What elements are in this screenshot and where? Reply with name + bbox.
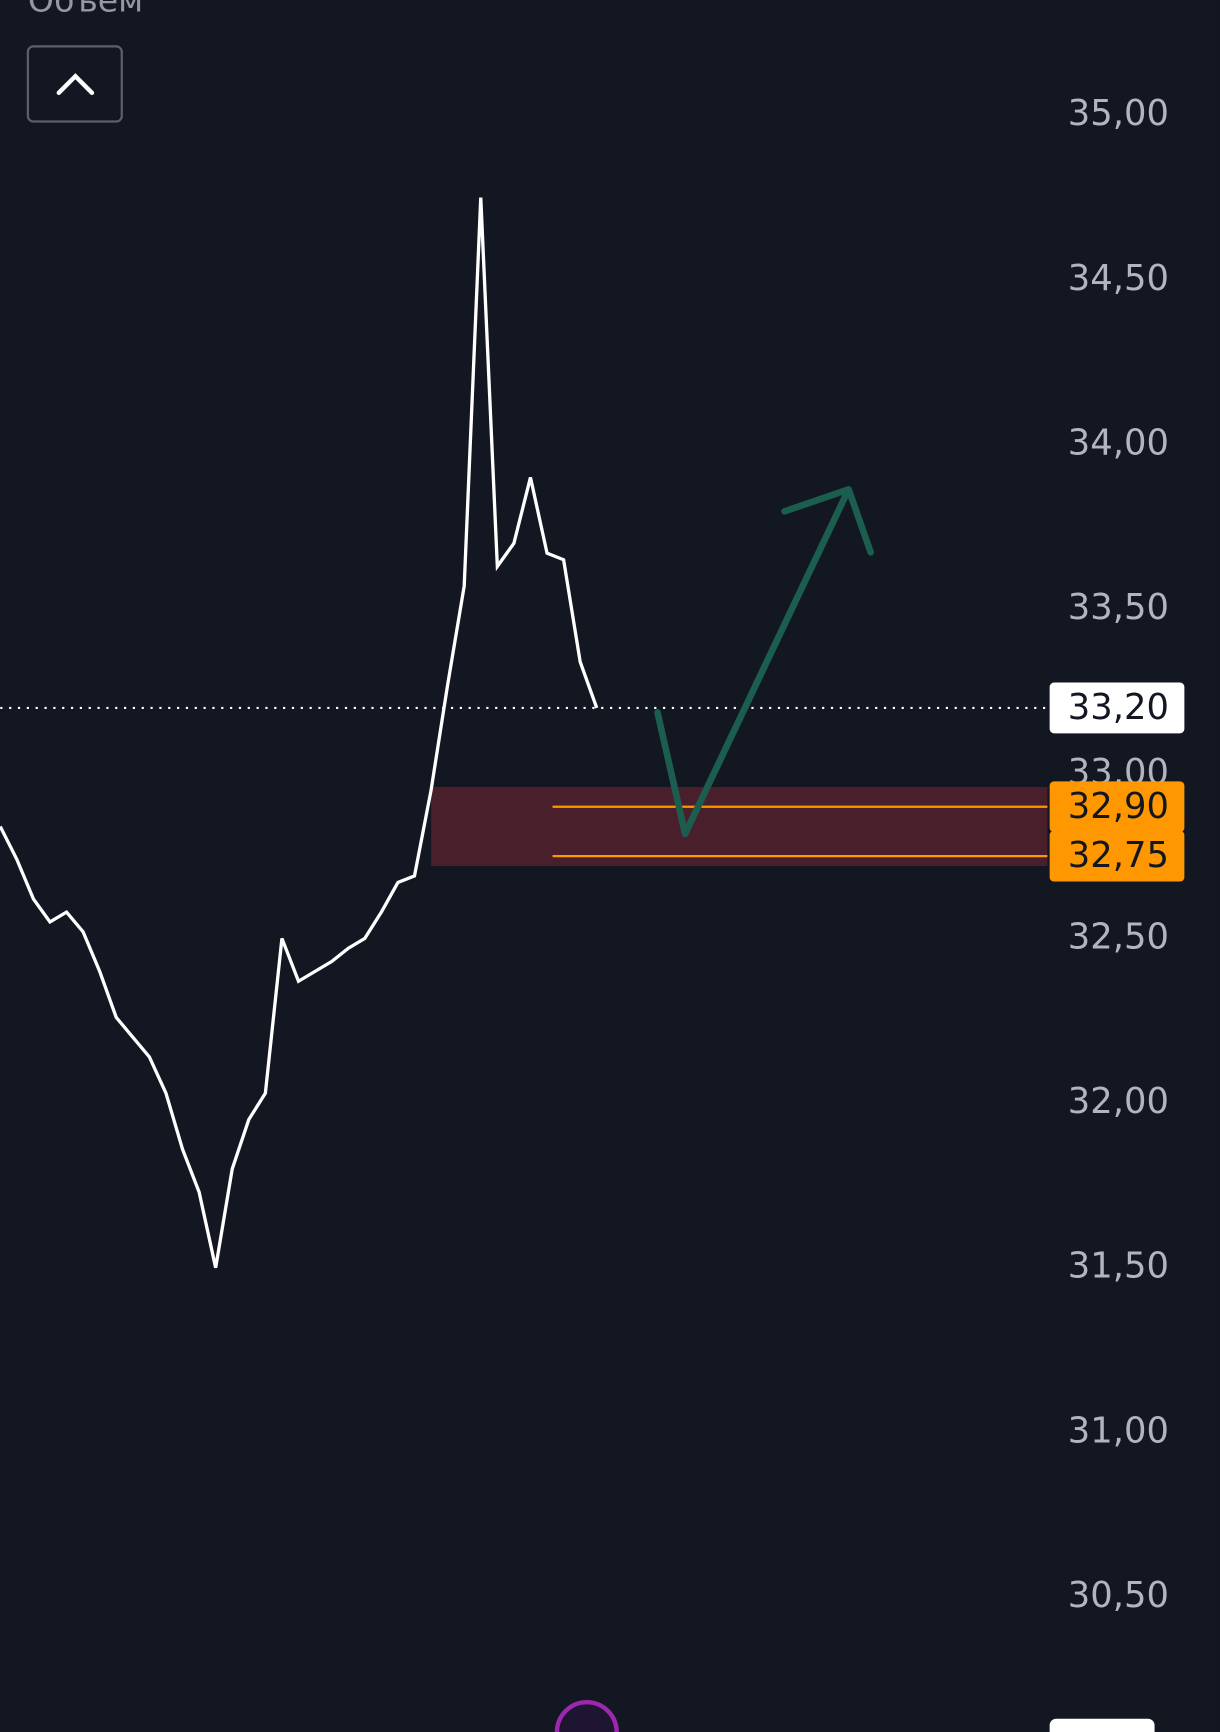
y-tick-label: 32,00 — [1068, 1081, 1169, 1122]
y-tick-label: 34,50 — [1068, 258, 1169, 299]
pane-title: Объем — [28, 0, 143, 20]
level-label-box — [1049, 781, 1185, 833]
current-price-label: 33,20 — [1068, 687, 1169, 728]
collapse-button[interactable] — [26, 45, 123, 123]
level-label: 32,90 — [1068, 786, 1169, 827]
level-label-box — [1049, 830, 1185, 882]
y-tick-label: 31,50 — [1068, 1246, 1169, 1287]
price-zone — [431, 786, 1048, 866]
chevron-icon[interactable] — [56, 73, 95, 95]
y-tick-label: 32,50 — [1068, 916, 1169, 957]
event-icon — [554, 1699, 619, 1732]
level-label: 32,75 — [1068, 835, 1169, 876]
y-tick-label: 34,00 — [1068, 423, 1169, 464]
arrow-drawing — [654, 486, 874, 838]
y-tick-label: 30,50 — [1068, 1575, 1169, 1616]
scroll-badge — [1049, 1718, 1155, 1732]
current-price-label-box — [1049, 682, 1185, 734]
price-line — [0, 197, 599, 1269]
y-tick-label: 35,00 — [1068, 93, 1169, 134]
y-tick-label: 31,00 — [1068, 1410, 1169, 1451]
y-tick-label: 33,50 — [1068, 587, 1169, 628]
button-frame[interactable] — [26, 45, 123, 123]
